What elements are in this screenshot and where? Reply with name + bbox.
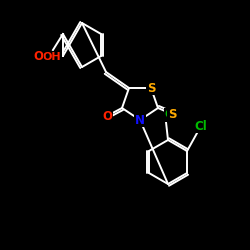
Text: Cl: Cl [195,120,207,132]
Text: O: O [102,110,112,122]
Text: Cl: Cl [164,108,177,122]
Text: OH: OH [43,52,61,62]
Text: N: N [135,114,145,126]
Text: S: S [147,82,155,94]
Text: O: O [33,50,43,62]
Text: S: S [168,108,176,120]
